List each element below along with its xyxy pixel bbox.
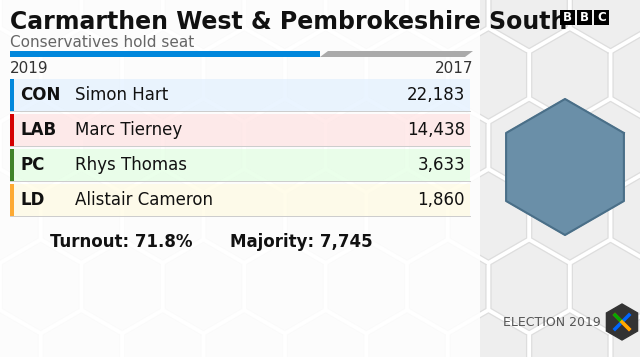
Text: C: C [597,11,606,24]
Polygon shape [3,101,79,190]
Bar [577,10,592,25]
Polygon shape [247,0,323,49]
Polygon shape [287,31,364,119]
Text: Majority: 7,745: Majority: 7,745 [230,233,372,251]
Text: PC: PC [20,156,44,174]
Polygon shape [328,101,404,190]
Polygon shape [206,313,282,357]
Polygon shape [369,172,445,260]
Bar [10,184,470,216]
Text: Alistair Cameron: Alistair Cameron [75,191,213,209]
Text: 3,633: 3,633 [417,156,465,174]
Polygon shape [287,313,364,357]
Text: 2017: 2017 [435,61,473,76]
Bar [10,114,14,146]
Text: Marc Tierney: Marc Tierney [75,121,182,139]
Bar [10,184,14,216]
Polygon shape [3,0,79,49]
Polygon shape [84,101,160,190]
Bar [10,79,14,111]
Bar [10,51,320,57]
Polygon shape [532,31,608,119]
Polygon shape [572,101,640,190]
Polygon shape [165,242,242,331]
Text: CON: CON [20,86,60,104]
Text: ELECTION 2019: ELECTION 2019 [503,316,601,328]
Polygon shape [613,172,640,260]
Text: Carmarthen West & Pembrokeshire South: Carmarthen West & Pembrokeshire South [10,10,568,34]
Polygon shape [44,31,120,119]
Polygon shape [506,99,624,235]
Bar [10,114,470,146]
Polygon shape [613,313,640,357]
Text: Rhys Thomas: Rhys Thomas [75,156,187,174]
Polygon shape [165,0,242,49]
Polygon shape [125,313,201,357]
Text: B: B [563,11,572,24]
Text: 2019: 2019 [10,61,49,76]
Polygon shape [84,242,160,331]
Polygon shape [532,172,608,260]
Polygon shape [165,101,242,190]
Text: Turnout: 71.8%: Turnout: 71.8% [50,233,193,251]
Text: Conservatives hold seat: Conservatives hold seat [10,35,195,50]
Polygon shape [369,313,445,357]
Polygon shape [44,172,120,260]
Polygon shape [491,242,567,331]
Text: B: B [580,11,589,24]
Text: LD: LD [20,191,44,209]
Bar [0,0,480,357]
Polygon shape [532,313,608,357]
Polygon shape [451,313,527,357]
Polygon shape [0,313,38,357]
Text: 14,438: 14,438 [407,121,465,139]
Polygon shape [451,31,527,119]
Polygon shape [125,172,201,260]
Polygon shape [410,0,486,49]
Polygon shape [369,31,445,119]
Polygon shape [613,31,640,119]
Text: 22,183: 22,183 [406,86,465,104]
Polygon shape [451,172,527,260]
Text: 1,860: 1,860 [417,191,465,209]
Polygon shape [491,101,567,190]
Text: LAB: LAB [20,121,56,139]
Polygon shape [572,242,640,331]
Polygon shape [44,313,120,357]
Polygon shape [410,101,486,190]
Polygon shape [328,242,404,331]
Bar [10,149,470,181]
Polygon shape [206,31,282,119]
Polygon shape [287,172,364,260]
Polygon shape [572,0,640,49]
Polygon shape [410,242,486,331]
Polygon shape [0,31,38,119]
Polygon shape [125,31,201,119]
Bar [10,79,470,111]
Bar [10,149,14,181]
Bar [594,10,609,25]
Bar [560,10,575,25]
Polygon shape [247,242,323,331]
Polygon shape [3,242,79,331]
Polygon shape [491,0,567,49]
Polygon shape [607,304,637,340]
Polygon shape [320,51,473,57]
Polygon shape [0,172,38,260]
Text: Simon Hart: Simon Hart [75,86,168,104]
Polygon shape [247,101,323,190]
Polygon shape [328,0,404,49]
Polygon shape [206,172,282,260]
Polygon shape [84,0,160,49]
